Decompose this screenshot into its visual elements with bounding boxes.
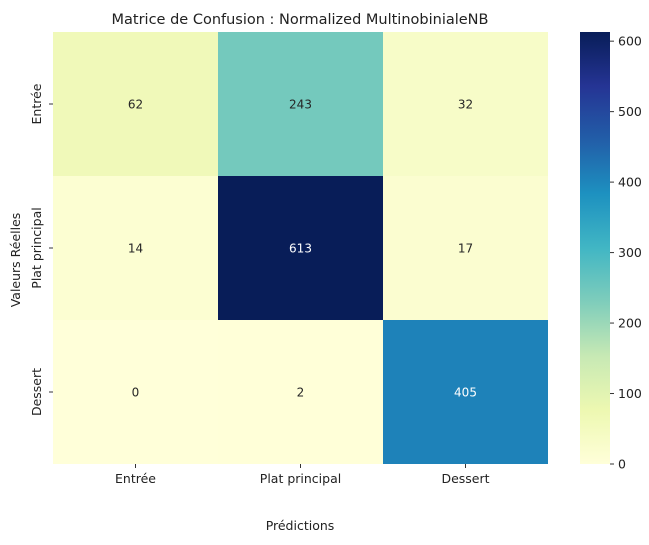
colorbar-tick-label: 0 (618, 457, 626, 472)
colorbar-tick-label: 200 (618, 316, 642, 331)
y-tick-label: Plat principal (29, 207, 44, 288)
colorbar-ticks: 0 100 200 300 400 500 600 (610, 34, 642, 472)
heatmap-cell (218, 32, 383, 176)
cell-value-label: 405 (454, 386, 477, 400)
heatmap-cell (383, 32, 548, 176)
cell-value-label: 14 (128, 242, 143, 256)
y-axis-label: Valeurs Réelles (8, 213, 23, 308)
heatmap-cell (218, 176, 383, 320)
heatmap-cell (218, 320, 383, 464)
x-tick-label: Dessert (441, 471, 489, 486)
colorbar (580, 32, 610, 464)
cell-value-label: 62 (128, 98, 143, 112)
y-axis-ticks: Entrée Plat principal Dessert (29, 83, 53, 416)
chart-title: Matrice de Confusion : Normalized Multin… (112, 12, 489, 28)
colorbar-tick-label: 300 (618, 245, 642, 260)
x-axis-ticks: Entrée Plat principal Dessert (115, 464, 490, 486)
y-tick-label: Dessert (29, 368, 44, 416)
cell-value-label: 17 (458, 242, 473, 256)
heatmap-cell (53, 176, 218, 320)
colorbar-tick-label: 600 (618, 34, 642, 49)
heatmap-cell (53, 32, 218, 176)
cell-value-label: 243 (289, 98, 312, 112)
x-tick-label: Plat principal (260, 471, 341, 486)
colorbar-tick-label: 500 (618, 104, 642, 119)
y-tick-label: Entrée (29, 83, 44, 124)
x-tick-label: Entrée (115, 471, 156, 486)
heatmap-cell (53, 320, 218, 464)
colorbar-tick-label: 400 (618, 175, 642, 190)
cell-value-label: 0 (132, 386, 140, 400)
heatmap-cell (383, 176, 548, 320)
x-axis-label: Prédictions (266, 518, 335, 533)
cell-value-label: 613 (289, 242, 312, 256)
cell-value-label: 32 (458, 98, 473, 112)
heatmap-cells: 62 243 32 14 613 17 0 2 405 (53, 32, 548, 464)
cell-value-label: 2 (297, 386, 305, 400)
colorbar-tick-label: 100 (618, 386, 642, 401)
heatmap-cell (383, 320, 548, 464)
